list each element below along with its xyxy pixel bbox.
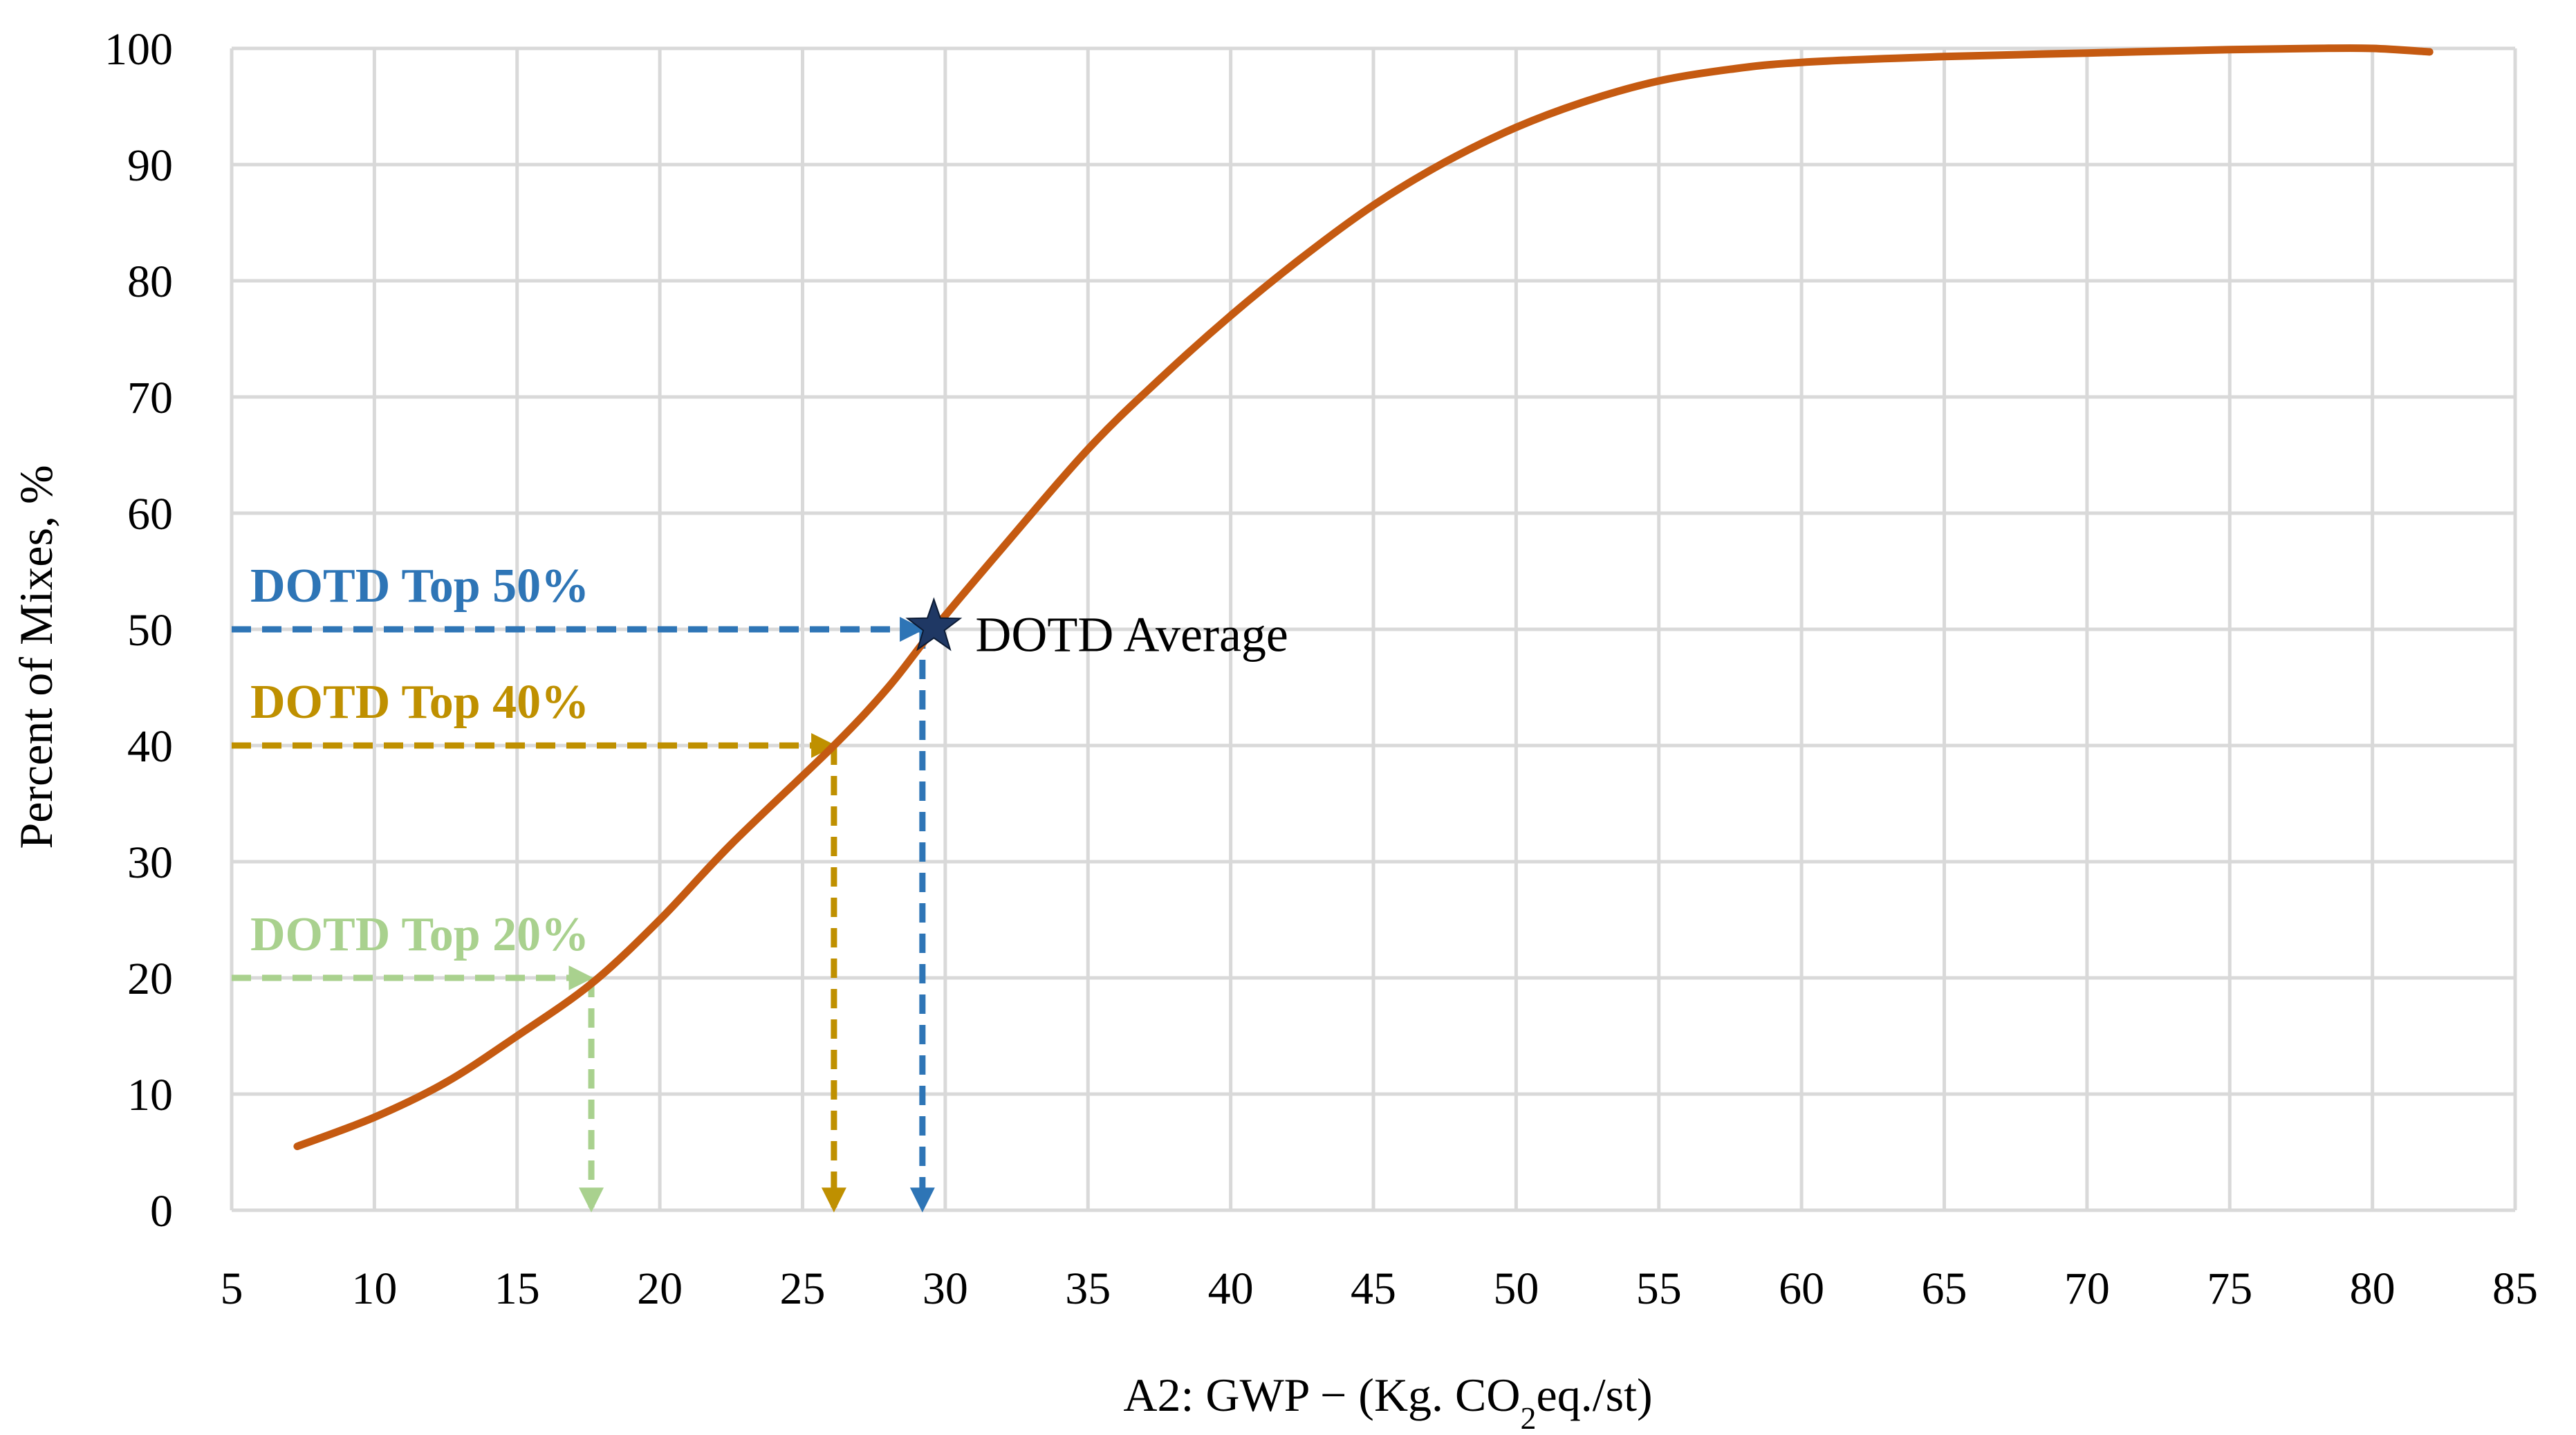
x-tick-label: 70 (2064, 1263, 2110, 1314)
x-tick-label: 35 (1065, 1263, 1111, 1314)
x-tick-label: 30 (923, 1263, 968, 1314)
dotd-top-50-label: DOTD Top 50% (250, 559, 589, 613)
y-tick-label: 50 (127, 605, 173, 656)
y-tick-labels: 0 10 20 30 40 50 60 70 80 90 100 (104, 24, 173, 1237)
x-tick-label: 5 (221, 1263, 243, 1314)
x-tick-label: 45 (1351, 1263, 1396, 1314)
x-tick-label: 55 (1636, 1263, 1682, 1314)
x-tick-label: 50 (1493, 1263, 1539, 1314)
y-tick-label: 40 (127, 721, 173, 772)
x-axis-title: A2: GWP − (Kg. CO2eq./st) (1123, 1369, 1652, 1435)
x-tick-label: 40 (1208, 1263, 1254, 1314)
y-axis-title: Percent of Mixes, % (10, 465, 62, 849)
x-tick-label: 20 (637, 1263, 683, 1314)
average-star-marker (905, 597, 963, 651)
x-tick-label: 65 (1922, 1263, 1967, 1314)
x-tick-labels: 5 10 15 20 25 30 35 40 45 50 55 60 65 70 75 80 85 (221, 1263, 2539, 1314)
y-tick-label: 60 (127, 489, 173, 539)
y-tick-label: 0 (150, 1186, 173, 1237)
x-axis-title-suffix: eq./st) (1537, 1369, 1653, 1421)
y-tick-label: 10 (127, 1070, 173, 1120)
x-tick-label: 75 (2207, 1263, 2252, 1314)
x-tick-label: 60 (1779, 1263, 1824, 1314)
average-label: DOTD Average (975, 607, 1288, 663)
y-tick-label: 30 (127, 837, 173, 888)
cumulative-curve-0 (293, 44, 2434, 1151)
grid-lines (230, 46, 2517, 1212)
y-tick-label: 90 (127, 140, 173, 191)
x-axis-title-prefix: A2: GWP − (Kg. CO (1123, 1369, 1520, 1421)
y-tick-label: 20 (127, 954, 173, 1004)
annotation-arrows: DOTD Top 50% DOTD Top 40% DOTD Top 20% (232, 559, 935, 1213)
x-tick-label: 85 (2492, 1263, 2538, 1314)
x-tick-label: 10 (351, 1263, 397, 1314)
y-tick-label: 70 (127, 373, 173, 423)
average-marker-layer: DOTD Average (905, 597, 1288, 663)
dotd-top-20-label: DOTD Top 20% (250, 908, 589, 961)
y-tick-label: 100 (104, 24, 173, 75)
x-axis-title-subscript: 2 (1521, 1400, 1537, 1435)
x-tick-label: 25 (780, 1263, 826, 1314)
dotd-top-40-label: DOTD Top 40% (250, 676, 589, 729)
x-tick-label: 80 (2350, 1263, 2396, 1314)
series-curve-layer (293, 44, 2434, 1151)
x-tick-label: 15 (494, 1263, 540, 1314)
y-tick-label: 80 (127, 257, 173, 307)
